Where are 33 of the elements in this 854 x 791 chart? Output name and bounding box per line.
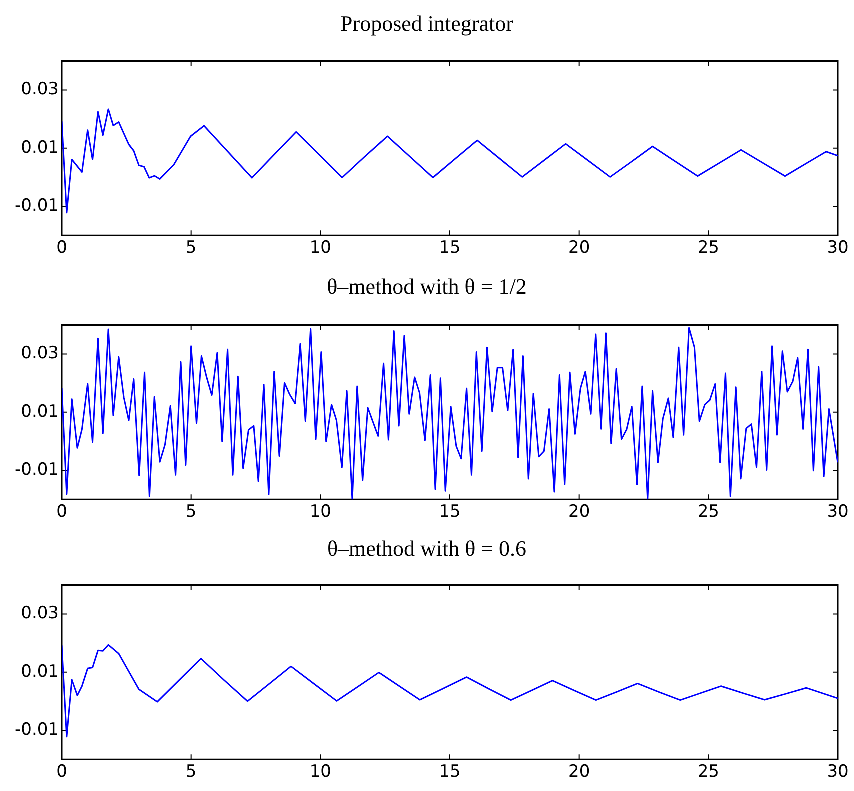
y-tick-label: 0.01 — [21, 402, 59, 422]
x-tick-label: 15 — [439, 238, 461, 258]
x-tick-label: 0 — [56, 502, 68, 522]
x-tick-label: 20 — [568, 238, 590, 258]
x-tick-label: 20 — [568, 762, 590, 782]
x-tick-label: 5 — [186, 502, 197, 522]
x-tick-label: 30 — [827, 502, 849, 522]
x-tick-label: 15 — [439, 502, 461, 522]
x-tick-label: 0 — [56, 762, 68, 782]
chart-title: θ–method with θ = 0.6 — [326, 535, 528, 563]
x-tick-label: 10 — [310, 238, 332, 258]
y-tick-label: 0.03 — [21, 80, 59, 100]
y-tick-label: -0.01 — [15, 460, 59, 480]
y-tick-label: 0.01 — [21, 138, 59, 158]
x-tick-label: 30 — [827, 238, 849, 258]
x-tick-label: 20 — [568, 502, 590, 522]
x-tick-label: 15 — [439, 762, 461, 782]
x-tick-label: 25 — [698, 238, 720, 258]
y-tick-label: 0.01 — [21, 662, 59, 682]
y-tick-label: -0.01 — [15, 196, 59, 216]
x-tick-label: 30 — [827, 762, 849, 782]
chart-title: Proposed integrator — [340, 10, 514, 38]
x-tick-label: 5 — [186, 238, 197, 258]
x-tick-label: 10 — [310, 762, 332, 782]
y-tick-label: -0.01 — [15, 720, 59, 740]
x-tick-label: 5 — [186, 762, 197, 782]
y-tick-label: 0.03 — [21, 344, 59, 364]
x-tick-label: 25 — [698, 502, 720, 522]
x-tick-label: 0 — [56, 238, 68, 258]
y-tick-label: 0.03 — [21, 604, 59, 624]
x-tick-label: 25 — [698, 762, 720, 782]
x-tick-label: 10 — [310, 502, 332, 522]
chart-title: θ–method with θ = 1/2 — [326, 273, 528, 301]
